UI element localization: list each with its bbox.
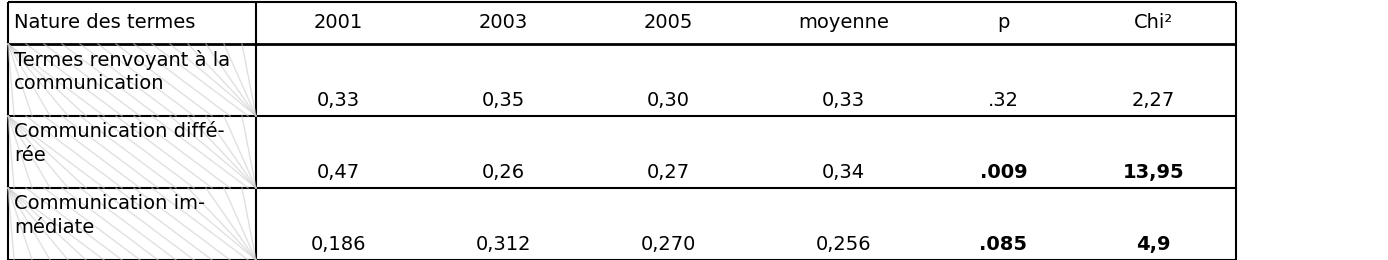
Text: 0,33: 0,33	[822, 91, 865, 110]
Text: 0,270: 0,270	[641, 235, 697, 254]
Text: 2001: 2001	[314, 14, 364, 32]
Text: 2,27: 2,27	[1131, 91, 1176, 110]
Text: 0,34: 0,34	[822, 163, 865, 182]
Text: Communication im-: Communication im-	[14, 194, 205, 213]
Text: rée: rée	[14, 146, 46, 165]
Text: Communication diffé-: Communication diffé-	[14, 122, 225, 141]
Text: Nature des termes: Nature des termes	[14, 14, 196, 32]
Text: 0,26: 0,26	[482, 163, 525, 182]
Text: 0,33: 0,33	[316, 91, 359, 110]
Text: .009: .009	[980, 163, 1027, 182]
Text: 0,30: 0,30	[647, 91, 690, 110]
Text: 13,95: 13,95	[1123, 163, 1184, 182]
Text: p: p	[998, 14, 1009, 32]
Text: Chi²: Chi²	[1134, 14, 1173, 32]
Text: moyenne: moyenne	[798, 14, 888, 32]
Text: 0,186: 0,186	[311, 235, 366, 254]
Text: 4,9: 4,9	[1137, 235, 1170, 254]
Text: 2005: 2005	[644, 14, 693, 32]
Text: médiate: médiate	[14, 218, 94, 237]
Text: .085: .085	[980, 235, 1027, 254]
Text: 0,312: 0,312	[476, 235, 532, 254]
Text: 0,47: 0,47	[316, 163, 359, 182]
Text: Termes renvoyant à la: Termes renvoyant à la	[14, 50, 230, 70]
Text: communication: communication	[14, 74, 165, 93]
Text: 0,27: 0,27	[647, 163, 690, 182]
Text: 0,35: 0,35	[482, 91, 525, 110]
Text: 2003: 2003	[479, 14, 527, 32]
Text: .32: .32	[988, 91, 1019, 110]
Text: 0,256: 0,256	[816, 235, 872, 254]
